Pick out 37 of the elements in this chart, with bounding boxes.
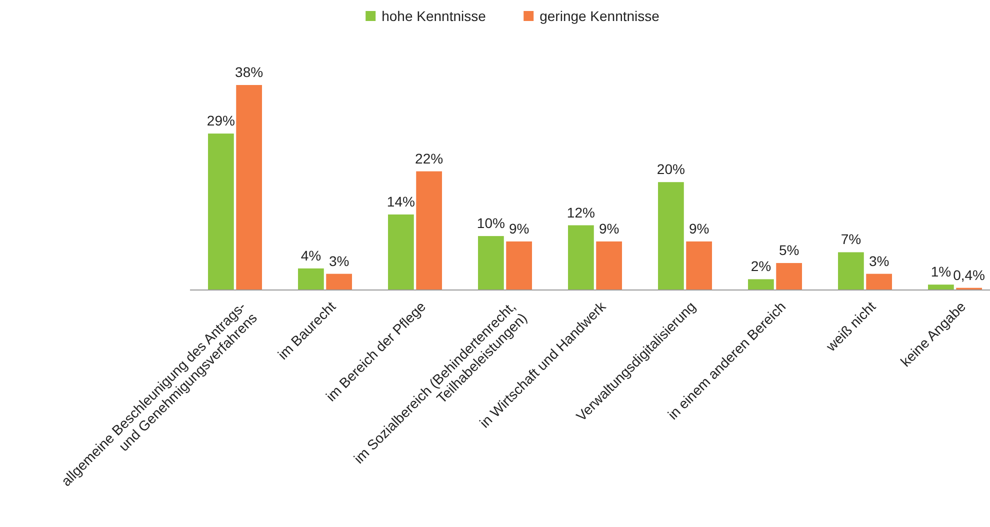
bar xyxy=(568,225,594,290)
bar xyxy=(388,214,414,290)
bar xyxy=(326,274,352,290)
data-label: 29% xyxy=(206,112,235,129)
data-label: 3% xyxy=(868,252,890,269)
legend-label: hohe Kenntnisse xyxy=(382,8,486,24)
data-label: 3% xyxy=(328,252,350,269)
bar xyxy=(748,279,774,290)
bar xyxy=(776,263,802,290)
data-label: 5% xyxy=(778,242,800,258)
bar xyxy=(208,134,234,290)
bar xyxy=(478,236,504,290)
data-label: 20% xyxy=(656,161,685,178)
data-label: 10% xyxy=(476,215,505,232)
data-label: 12% xyxy=(566,204,595,220)
data-label: 14% xyxy=(386,193,415,210)
data-label: 0,4% xyxy=(953,266,986,283)
data-label: 22% xyxy=(415,150,444,166)
bar xyxy=(596,241,622,290)
data-label: 9% xyxy=(688,220,710,236)
bar xyxy=(298,268,324,290)
data-label: 9% xyxy=(598,220,620,236)
bar xyxy=(236,85,262,290)
bar xyxy=(506,241,532,290)
bar xyxy=(866,274,892,290)
data-label: 9% xyxy=(508,220,530,236)
bar xyxy=(686,241,712,290)
data-label: 4% xyxy=(300,247,322,264)
bar xyxy=(838,252,864,290)
data-label: 7% xyxy=(840,231,862,248)
bar xyxy=(658,182,684,290)
legend-label: geringe Kenntnisse xyxy=(540,8,660,24)
data-label: 38% xyxy=(235,64,264,80)
bar xyxy=(416,171,442,290)
data-label: 1% xyxy=(930,264,952,280)
data-label: 2% xyxy=(750,258,772,274)
bar xyxy=(928,284,954,290)
